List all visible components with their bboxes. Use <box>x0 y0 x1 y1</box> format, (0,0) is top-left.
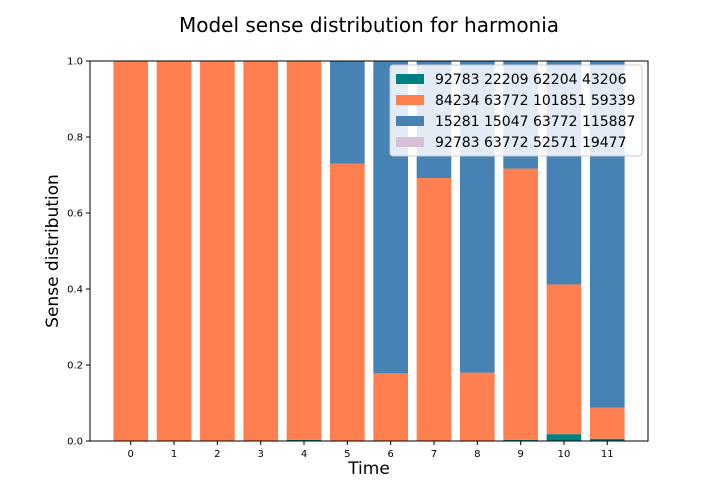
x-tick-label: 6 <box>387 449 393 460</box>
bar-segment <box>373 373 408 441</box>
y-tick-label: 0.0 <box>67 437 83 448</box>
legend-swatch <box>396 74 424 84</box>
x-tick-label: 0 <box>128 449 134 460</box>
y-tick-label: 0.6 <box>67 209 83 220</box>
legend-label: 84234 63772 101851 59339 <box>435 93 635 109</box>
x-tick-label: 8 <box>474 449 480 460</box>
bar-segment <box>503 168 538 440</box>
x-tick-label: 10 <box>558 449 571 460</box>
y-tick-label: 0.8 <box>67 133 83 144</box>
x-axis-label: Time <box>347 459 390 479</box>
bar-segment <box>330 163 365 441</box>
legend-label: 92783 22209 62204 43206 <box>435 72 627 88</box>
bar-segment <box>589 407 625 439</box>
x-tick-label: 9 <box>517 449 523 460</box>
bar-segment <box>243 61 279 441</box>
x-tick-label: 3 <box>258 449 264 460</box>
legend-box <box>389 64 643 157</box>
bar-segment <box>503 439 538 441</box>
bar-segment <box>286 61 322 440</box>
legend-label: 92783 63772 52571 19477 <box>435 135 627 151</box>
x-tick-label: 4 <box>301 449 307 460</box>
legend-swatch <box>396 137 424 147</box>
x-tick-label: 7 <box>431 449 437 460</box>
x-tick-label: 2 <box>214 449 220 460</box>
legend-swatch <box>396 95 424 105</box>
y-tick-label: 0.2 <box>67 361 83 372</box>
plot-area: 0.0 0.2 0.4 0.6 0.8 1.0 0 1 2 3 4 5 6 7 8 9 10 11 <box>67 57 649 460</box>
y-tick-label: 0.4 <box>67 285 83 296</box>
bar-segment <box>416 178 452 442</box>
bar-segment <box>546 434 582 441</box>
x-tick-label: 5 <box>344 449 350 460</box>
x-tick-label: 11 <box>601 449 614 460</box>
chart-title: Model sense distribution for harmonia <box>179 13 559 37</box>
bar-segment <box>589 438 625 441</box>
y-tick-label: 1.0 <box>67 57 83 68</box>
bar-segment <box>546 284 582 435</box>
bar-segment <box>113 61 149 441</box>
legend-swatch <box>396 116 424 126</box>
bar-segment <box>286 439 322 441</box>
bar-segment <box>200 61 235 441</box>
y-axis-label: Sense distribution <box>43 174 63 328</box>
plot-frame <box>89 60 649 442</box>
bar-segment <box>459 372 495 441</box>
x-tick-label: 1 <box>171 449 177 460</box>
legend-label: 15281 15047 63772 115887 <box>435 114 635 130</box>
bar-segment <box>330 61 365 164</box>
legend: 92783 22209 62204 43206 84234 63772 10185… <box>389 64 643 157</box>
bar-segment <box>156 61 192 441</box>
